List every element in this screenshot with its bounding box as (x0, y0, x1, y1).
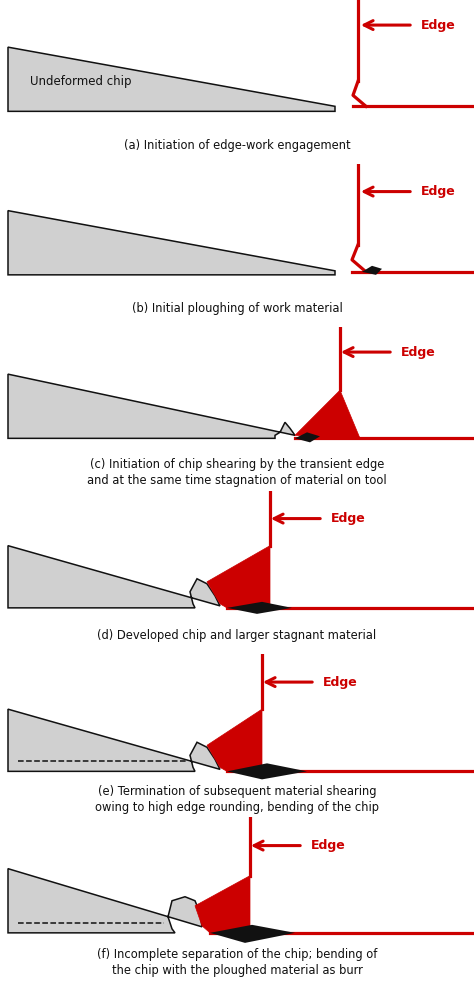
Text: (c) Initiation of chip shearing by the transient edge: (c) Initiation of chip shearing by the t… (90, 458, 384, 471)
Text: Edge: Edge (421, 19, 456, 31)
Polygon shape (227, 763, 307, 779)
Text: Edge: Edge (323, 676, 358, 689)
Text: (d) Developed chip and larger stagnant material: (d) Developed chip and larger stagnant m… (98, 630, 376, 643)
Polygon shape (8, 374, 295, 439)
Text: (e) Termination of subsequent material shearing: (e) Termination of subsequent material s… (98, 785, 376, 798)
Polygon shape (210, 925, 295, 943)
Polygon shape (227, 601, 292, 614)
Polygon shape (362, 266, 382, 275)
Polygon shape (195, 876, 250, 933)
Text: (f) Incomplete separation of the chip; bending of: (f) Incomplete separation of the chip; b… (97, 949, 377, 961)
Text: (b) Initial ploughing of work material: (b) Initial ploughing of work material (132, 302, 342, 316)
Text: Edge: Edge (311, 839, 346, 852)
Polygon shape (8, 709, 220, 771)
Polygon shape (8, 211, 335, 275)
Text: Undeformed chip: Undeformed chip (30, 75, 131, 87)
Polygon shape (8, 868, 202, 933)
Polygon shape (207, 709, 262, 771)
Text: the chip with the ploughed material as burr: the chip with the ploughed material as b… (111, 964, 363, 977)
Text: and at the same time stagnation of material on tool: and at the same time stagnation of mater… (87, 474, 387, 487)
Polygon shape (207, 545, 270, 608)
Text: Edge: Edge (421, 185, 456, 198)
Polygon shape (8, 47, 335, 111)
Text: Edge: Edge (331, 512, 366, 525)
Polygon shape (295, 390, 360, 439)
Text: owing to high edge rounding, bending of the chip: owing to high edge rounding, bending of … (95, 800, 379, 814)
Text: Edge: Edge (401, 345, 436, 359)
Polygon shape (295, 433, 320, 442)
Polygon shape (8, 545, 220, 608)
Text: (a) Initiation of edge-work engagement: (a) Initiation of edge-work engagement (124, 139, 350, 152)
